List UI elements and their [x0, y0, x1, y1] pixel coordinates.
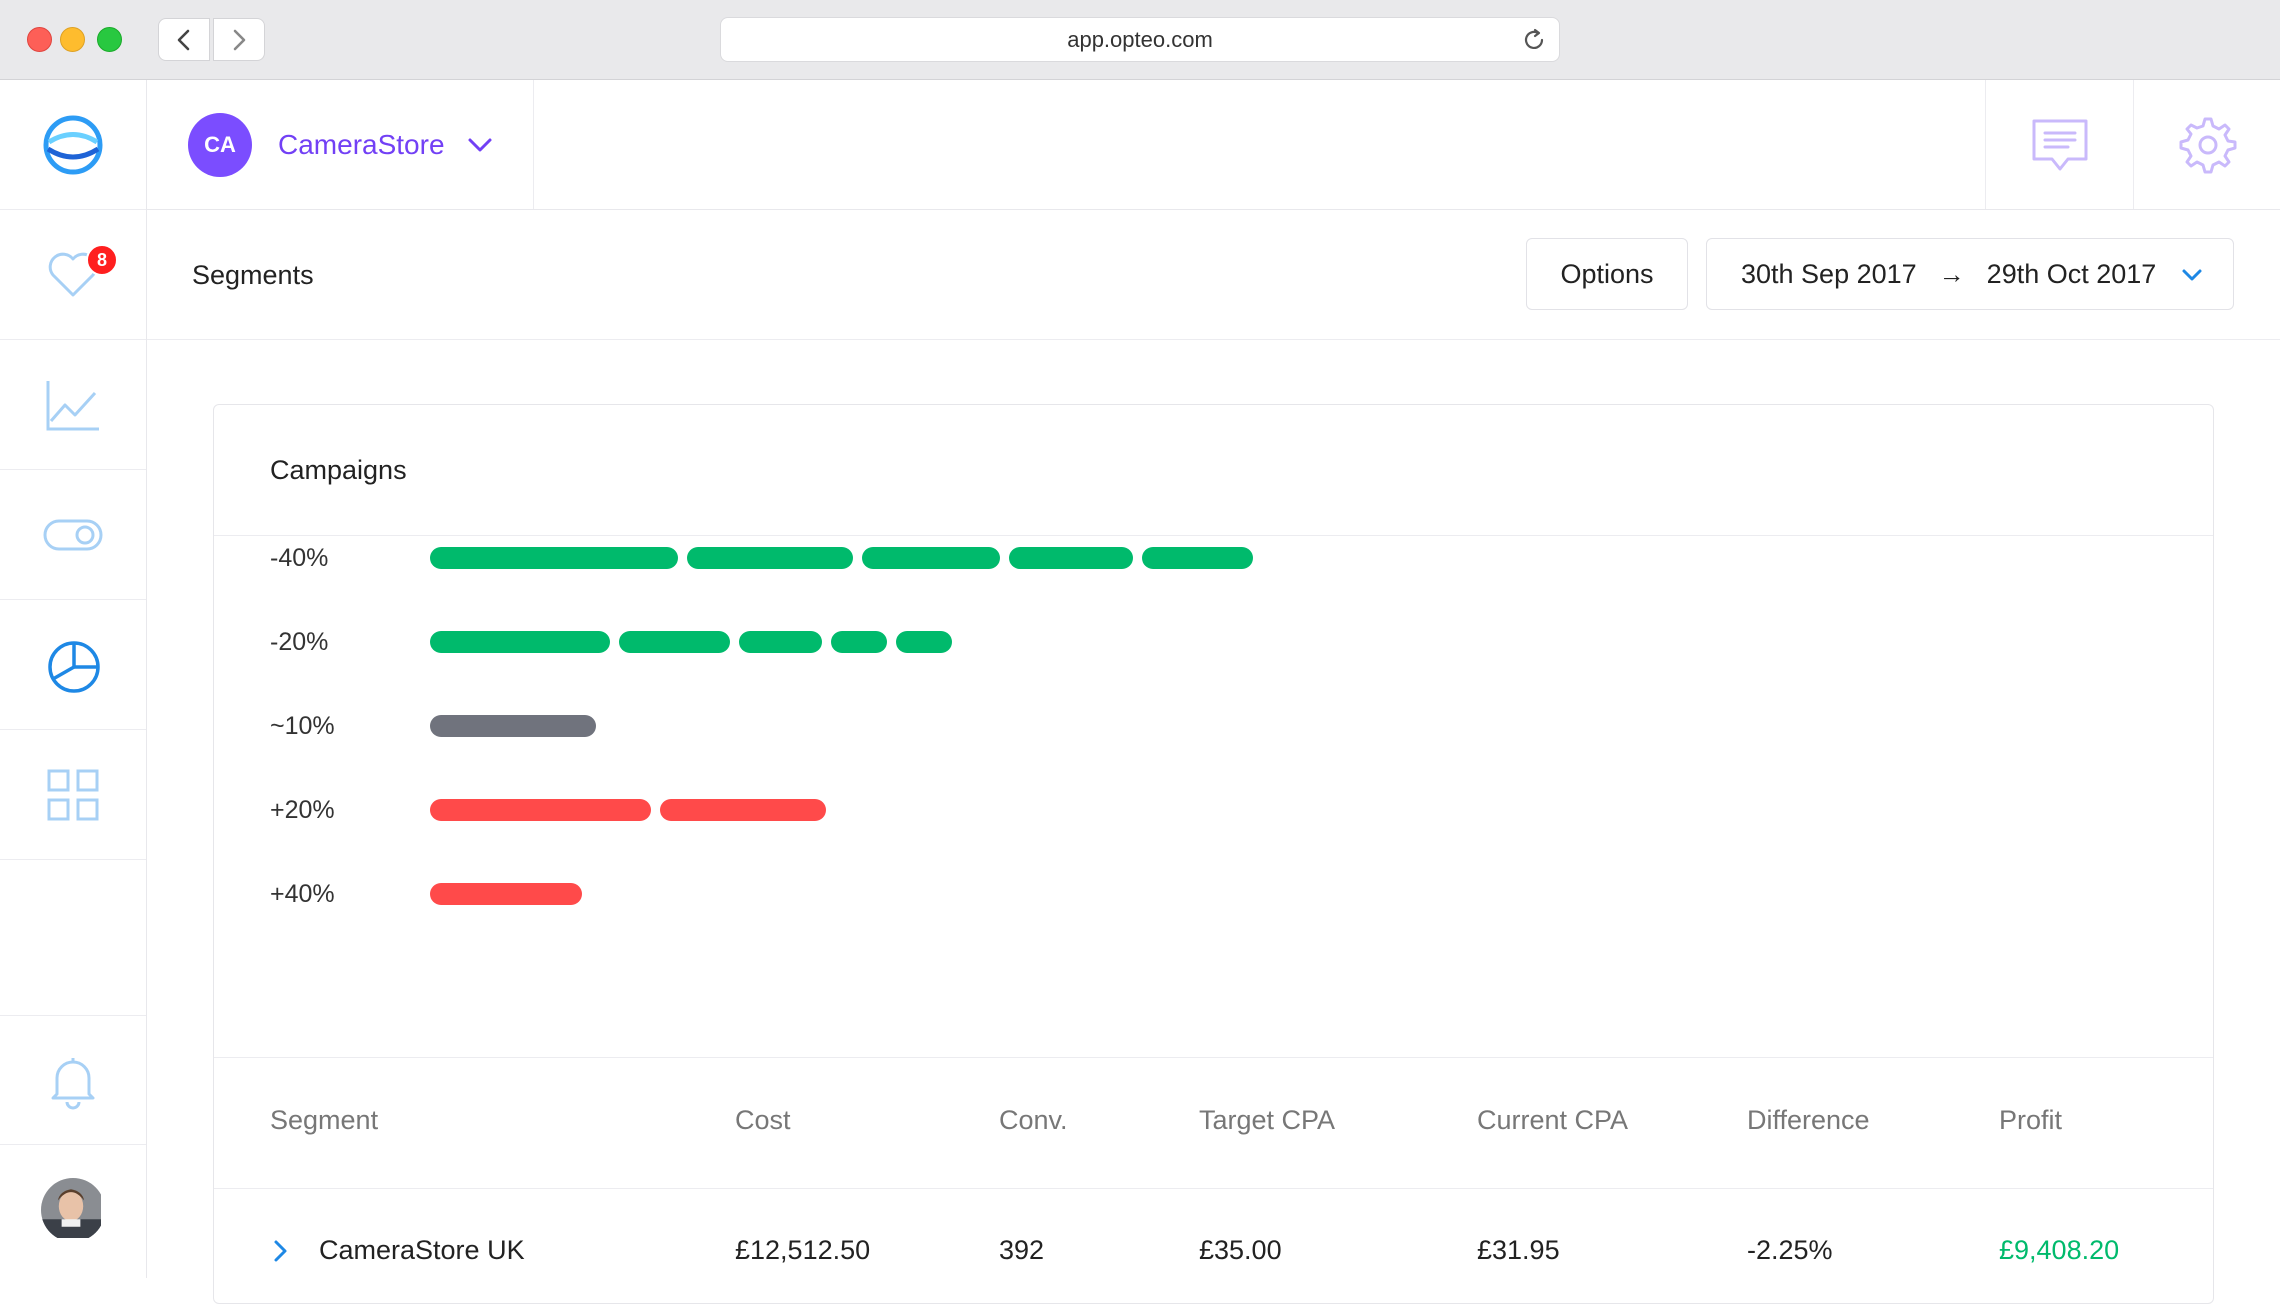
account-initials-avatar: CA: [188, 112, 252, 177]
opteo-logo[interactable]: [0, 80, 146, 210]
toggle-icon: [43, 519, 103, 550]
column-header-difference[interactable]: Difference: [1747, 1105, 1870, 1135]
bar-segment[interactable]: [1142, 547, 1253, 569]
chevron-down-icon: [2182, 269, 2202, 281]
top-header: CA CameraStore: [147, 80, 2280, 210]
page-title: Segments: [192, 260, 314, 290]
chat-button[interactable]: [1985, 80, 2133, 209]
settings-button[interactable]: [2133, 80, 2280, 209]
bar-segment[interactable]: [862, 547, 1000, 569]
address-bar[interactable]: app.opteo.com: [720, 17, 1560, 62]
card-title: Campaigns: [270, 455, 407, 485]
chevron-left-icon: [177, 29, 190, 50]
bar-segment[interactable]: [687, 547, 853, 569]
line-chart-icon: [46, 380, 99, 430]
table-cell-difference: -2.25%: [1747, 1235, 1833, 1265]
sidebar-item-performance[interactable]: [0, 340, 146, 470]
forward-button[interactable]: [213, 18, 265, 61]
chevron-right-icon: [233, 29, 246, 50]
table-cell-target-cpa: £35.00: [1199, 1235, 1282, 1265]
bar-segment[interactable]: [430, 799, 651, 821]
bar-segment[interactable]: [739, 631, 822, 653]
bar-segment[interactable]: [430, 715, 596, 737]
bar-segment[interactable]: [619, 631, 730, 653]
sidebar: 8: [0, 80, 147, 1278]
bar-label: +40%: [270, 880, 335, 908]
bar-label: -40%: [270, 544, 329, 572]
bar-label: -20%: [270, 628, 329, 656]
chevron-down-icon: [468, 138, 492, 151]
bar-segment[interactable]: [831, 631, 887, 653]
reload-icon[interactable]: [1521, 27, 1547, 53]
url-text: app.opteo.com: [1067, 26, 1213, 52]
bar-segment[interactable]: [896, 631, 952, 653]
account-switcher[interactable]: CA CameraStore: [147, 80, 534, 209]
page-subheader: Segments Options 30th Sep 2017 → 29th Oc…: [147, 210, 2280, 340]
grid-icon: [47, 769, 99, 820]
date-arrow: →: [1938, 258, 1965, 289]
account-name: CameraStore: [278, 128, 445, 160]
bar-label: +20%: [270, 796, 335, 824]
opteo-logo-icon: [43, 115, 103, 174]
pie-chart-icon: [48, 640, 100, 693]
bar-segment[interactable]: [660, 799, 826, 821]
options-button[interactable]: Options: [1526, 238, 1688, 310]
table-cell-cost: £12,512.50: [735, 1235, 871, 1265]
browser-toolbar: app.opteo.com: [0, 0, 2280, 80]
column-header-cost[interactable]: Cost: [735, 1105, 791, 1135]
column-header-conv[interactable]: Conv.: [999, 1105, 1068, 1135]
expand-row-icon[interactable]: [272, 1238, 290, 1264]
minimize-window-button[interactable]: [60, 27, 85, 52]
sidebar-item-profile[interactable]: [0, 1145, 146, 1275]
sidebar-item-segments[interactable]: [0, 600, 146, 730]
improvements-badge: 8: [86, 244, 118, 276]
card-divider: [214, 1057, 2213, 1058]
date-from: 30th Sep 2017: [1741, 258, 1917, 289]
column-header-target-cpa[interactable]: Target CPA: [1199, 1105, 1336, 1135]
sidebar-item-tools[interactable]: [0, 730, 146, 860]
bar-segment[interactable]: [430, 547, 678, 569]
bar-segment[interactable]: [430, 631, 610, 653]
back-button[interactable]: [158, 18, 210, 61]
date-to: 29th Oct 2017: [1986, 258, 2157, 289]
table-cell-profit: £9,408.20: [1999, 1235, 2120, 1265]
card-divider: [214, 1188, 2213, 1189]
sidebar-item-notifications[interactable]: [0, 1015, 146, 1145]
avatar: [41, 1178, 105, 1242]
column-header-profit[interactable]: Profit: [1999, 1105, 2063, 1135]
date-range-picker[interactable]: 30th Sep 2017 → 29th Oct 2017: [1706, 238, 2234, 310]
campaigns-card: Campaigns -40% -20% ~10% +20% +40% Segment C…: [213, 404, 2214, 1304]
sidebar-item-toggles[interactable]: [0, 470, 146, 600]
maximize-window-button[interactable]: [97, 27, 122, 52]
bar-segment[interactable]: [1009, 547, 1133, 569]
table-cell-segment[interactable]: CameraStore UK: [319, 1235, 525, 1265]
column-header-segment[interactable]: Segment: [270, 1105, 379, 1135]
gear-icon: [2179, 117, 2236, 173]
close-window-button[interactable]: [27, 27, 52, 52]
bar-segment[interactable]: [430, 883, 582, 905]
sidebar-item-improvements[interactable]: 8: [0, 210, 146, 340]
table-cell-conv: 392: [999, 1235, 1045, 1265]
card-divider: [214, 535, 2213, 536]
message-icon: [2032, 119, 2087, 170]
table-cell-current-cpa: £31.95: [1477, 1235, 1560, 1265]
bar-label: ~10%: [270, 712, 335, 740]
column-header-current-cpa[interactable]: Current CPA: [1477, 1105, 1629, 1135]
bell-icon: [51, 1058, 95, 1110]
